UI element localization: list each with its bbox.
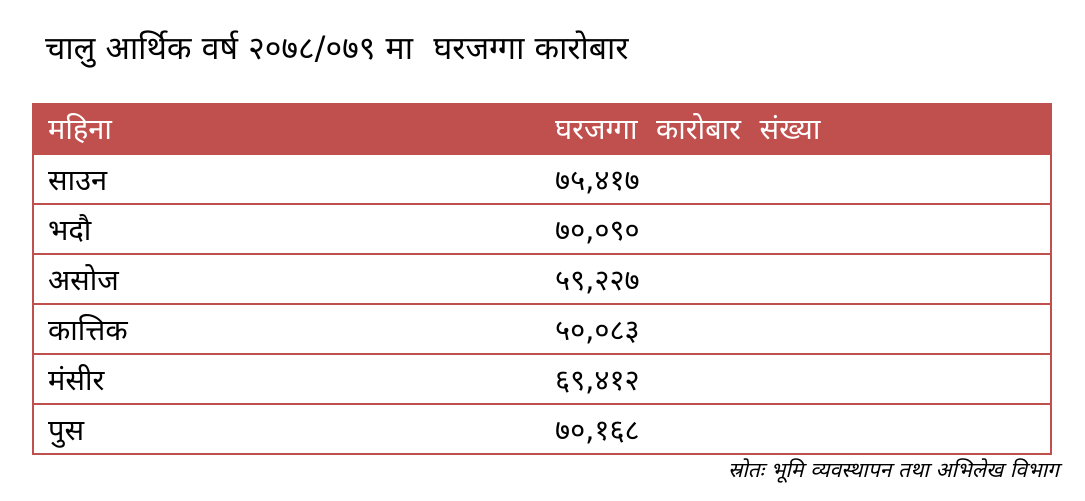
count-cell: ७५,४१७ bbox=[555, 162, 640, 197]
table: महिना घरजग्गा कारोबार संख्या साउन ७५,४१७ भ… bbox=[32, 103, 1052, 455]
table-row: असोज ५९,२२७ bbox=[34, 253, 1050, 303]
count-cell: ५९,२२७ bbox=[555, 262, 640, 297]
month-cell: पुस bbox=[48, 412, 85, 447]
count-cell: ५०,०८३ bbox=[555, 312, 640, 347]
count-cell: ७०,०९० bbox=[555, 212, 640, 247]
table-row: पुस ७०,१६८ bbox=[34, 403, 1050, 453]
table-row: कात्तिक ५०,०८३ bbox=[34, 303, 1050, 353]
month-cell: भदौ bbox=[48, 212, 92, 247]
month-cell: असोज bbox=[48, 262, 119, 297]
table-row: भदौ ७०,०९० bbox=[34, 203, 1050, 253]
month-cell: मंसीर bbox=[48, 362, 105, 397]
table-header: महिना घरजग्गा कारोबार संख्या bbox=[34, 103, 1050, 153]
table-row: मंसीर ६९,४१२ bbox=[34, 353, 1050, 403]
month-cell: साउन bbox=[48, 162, 108, 197]
source-note: स्रोतः भूमि व्यवस्थापन तथा अभिलेख विभाग bbox=[727, 458, 1059, 482]
month-cell: कात्तिक bbox=[48, 312, 128, 347]
column-header: घरजग्गा कारोबार संख्या bbox=[555, 111, 821, 146]
table-row: साउन ७५,४१७ bbox=[34, 153, 1050, 203]
count-cell: ७०,१६८ bbox=[555, 412, 640, 447]
title: चालु आर्थिक वर्ष २०७८/०७९ मा घरजग्गा कार… bbox=[45, 29, 629, 67]
count-cell: ६९,४१२ bbox=[555, 362, 640, 397]
column-header: महिना bbox=[48, 111, 112, 146]
